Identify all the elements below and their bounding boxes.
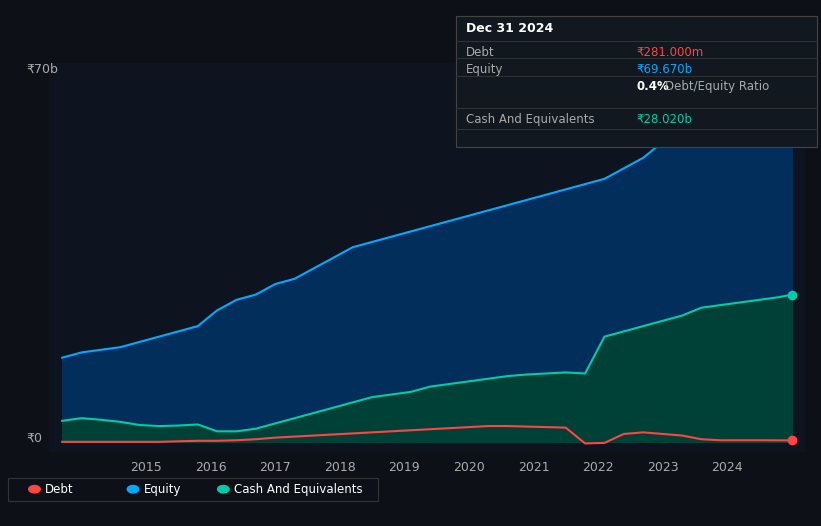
- Text: ₹69.670b: ₹69.670b: [636, 63, 692, 76]
- Text: Dec 31 2024: Dec 31 2024: [466, 22, 553, 35]
- Text: Debt: Debt: [45, 483, 74, 495]
- Text: Equity: Equity: [466, 63, 503, 76]
- Text: Debt/Equity Ratio: Debt/Equity Ratio: [665, 80, 769, 93]
- Text: Debt: Debt: [466, 46, 494, 59]
- Text: Cash And Equivalents: Cash And Equivalents: [466, 113, 594, 126]
- Text: ₹70b: ₹70b: [26, 63, 58, 76]
- Text: 0.4%: 0.4%: [636, 80, 669, 93]
- Text: ₹28.020b: ₹28.020b: [636, 113, 692, 126]
- Text: ₹281.000m: ₹281.000m: [636, 46, 704, 59]
- Text: ₹0: ₹0: [26, 431, 43, 444]
- Text: Cash And Equivalents: Cash And Equivalents: [234, 483, 363, 495]
- Text: Equity: Equity: [144, 483, 181, 495]
